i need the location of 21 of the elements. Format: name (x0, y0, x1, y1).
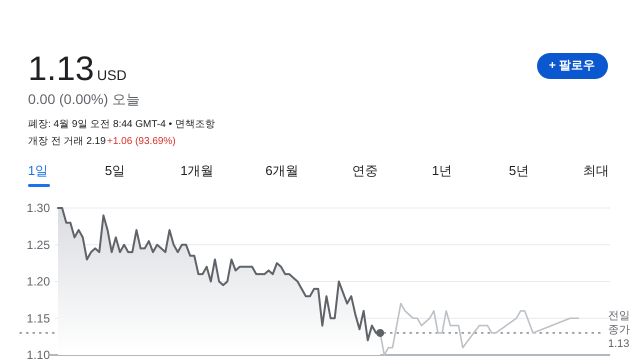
text: 1개월 (180, 163, 214, 178)
y-tick-label: 1.20 (26, 274, 50, 288)
ref-line-label: 전일 종가 1.13 (608, 310, 630, 350)
text: 최대 (583, 163, 609, 178)
y-tick-label: 1.30 (26, 201, 50, 215)
text: 5년 (508, 163, 530, 178)
text: 6개월 (265, 163, 299, 178)
y-tick-label: 1.25 (26, 238, 50, 252)
chart-subtitle: 0.00 (0.00%) 오늘 (28, 91, 140, 107)
text: +1.06 (93.69%) (107, 136, 176, 147)
y-tick-label: 1.15 (26, 311, 50, 326)
text: 1년 (432, 163, 452, 178)
text: + 팔로우 (548, 58, 596, 72)
y-tick-label: 1.10 (26, 348, 50, 360)
text: 폐장: 4월 9일 오전 8:44 GMT-4 • 면책조항 (28, 119, 215, 130)
text: USD (97, 67, 127, 83)
text: 1일 (28, 163, 48, 178)
text: 개장 전 거래 2.19 (28, 136, 106, 147)
text: 5일 (104, 163, 126, 178)
chart-title: 1.13 (28, 50, 94, 88)
text: 연중 (352, 163, 378, 178)
